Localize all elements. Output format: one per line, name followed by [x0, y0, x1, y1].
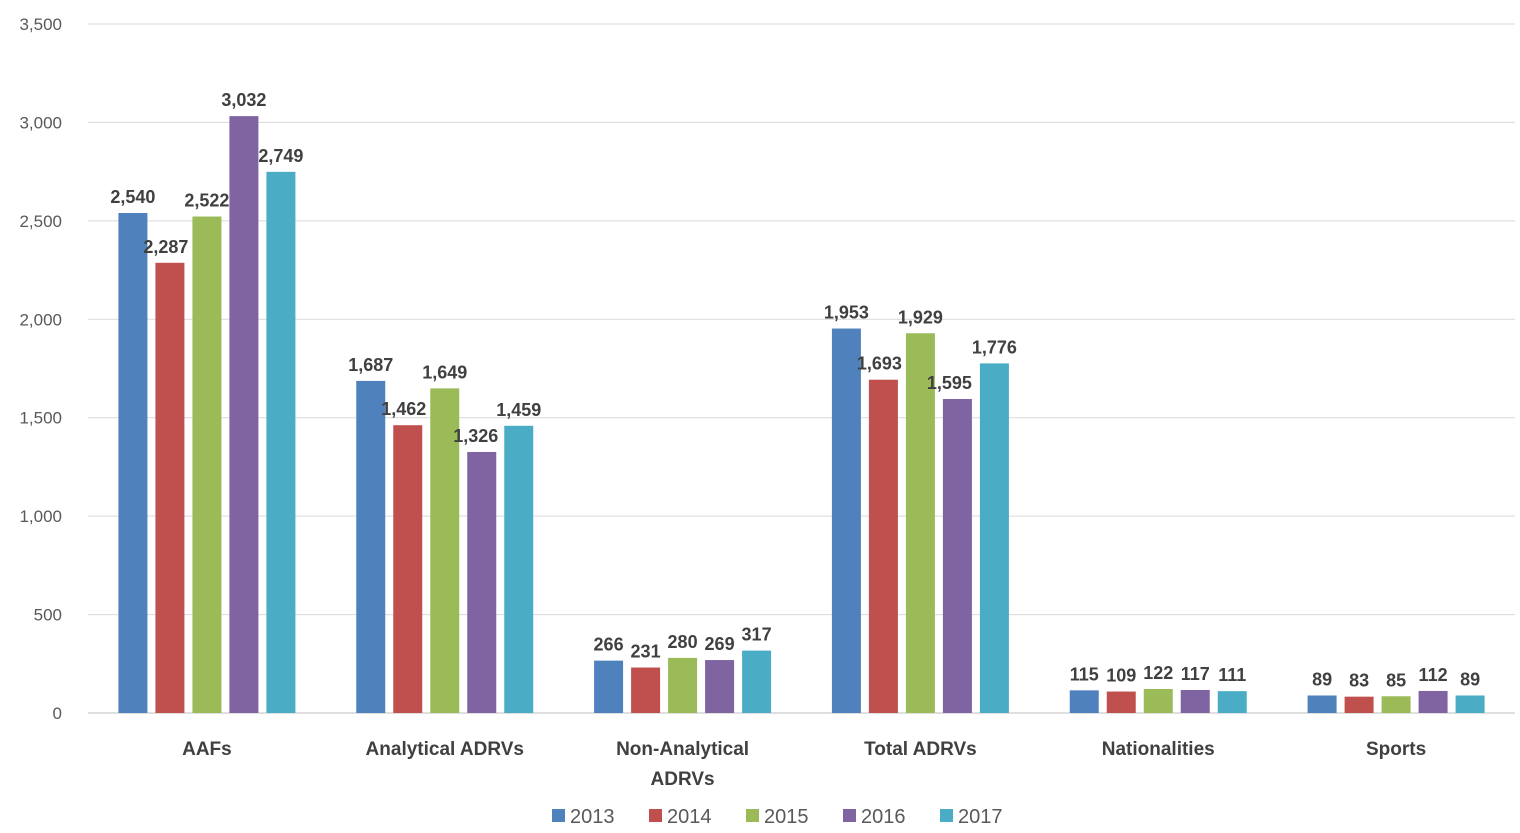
data-label: 317 [742, 625, 772, 645]
data-label: 3,032 [221, 90, 266, 110]
legend-swatch [649, 809, 662, 822]
y-axis: 0 500 1,000 1,500 2,000 2,500 3,000 3,500 [19, 15, 62, 723]
bar [1143, 688, 1173, 713]
data-label: 1,462 [381, 399, 426, 419]
bar [1418, 690, 1448, 713]
bar [942, 399, 972, 713]
legend: 2013 2014 2015 2016 2017 [552, 806, 1003, 828]
data-label: 89 [1460, 669, 1480, 689]
legend-swatch [940, 809, 953, 822]
data-label: 269 [705, 634, 735, 654]
bar [467, 451, 497, 713]
bar [1180, 689, 1210, 713]
legend-label: 2014 [667, 806, 712, 828]
data-label: 1,687 [348, 355, 393, 375]
y-tick-label: 1,500 [19, 409, 62, 428]
y-tick-label: 2,500 [19, 212, 62, 231]
data-label: 1,693 [857, 354, 902, 374]
bar [192, 216, 222, 713]
x-axis: AAFs Analytical ADRVs Non-Analytical ADRVs T… [182, 739, 1426, 790]
data-label: 1,776 [972, 337, 1017, 357]
legend-label: 2015 [764, 806, 809, 828]
bar [1106, 691, 1136, 713]
bar [668, 657, 698, 713]
bar [631, 667, 661, 713]
data-label: 231 [631, 642, 661, 662]
data-label: 122 [1143, 663, 1173, 683]
data-label: 266 [594, 635, 624, 655]
bar [831, 328, 861, 713]
data-label: 115 [1070, 664, 1099, 684]
data-label: 112 [1419, 665, 1448, 685]
bars [118, 116, 1485, 714]
bar [979, 363, 1009, 713]
data-label: 85 [1386, 670, 1406, 690]
category-label: ADRVs [651, 769, 715, 790]
data-label: 89 [1312, 669, 1332, 689]
bar [1455, 695, 1485, 713]
legend-swatch [843, 809, 856, 822]
bar [266, 171, 296, 713]
y-tick-label: 3,000 [19, 113, 62, 132]
bar [356, 380, 386, 713]
data-label: 1,326 [453, 426, 498, 446]
bar [1307, 695, 1337, 713]
data-label: 109 [1106, 666, 1136, 686]
category-label: AAFs [182, 739, 232, 760]
y-tick-label: 1,000 [19, 507, 62, 526]
bar [393, 425, 423, 713]
category-label: Total ADRVs [864, 739, 977, 760]
data-label: 117 [1181, 664, 1210, 684]
data-label: 2,522 [184, 191, 229, 211]
bar [905, 333, 935, 713]
y-tick-label: 2,000 [19, 310, 62, 329]
data-label: 111 [1218, 665, 1246, 685]
data-label: 1,929 [898, 307, 943, 327]
bar [868, 379, 898, 713]
bar [504, 425, 534, 713]
category-label: Non-Analytical [616, 739, 749, 760]
bar [1217, 691, 1247, 713]
bar [1344, 696, 1374, 713]
data-label: 2,540 [110, 187, 155, 207]
bar [430, 388, 460, 713]
legend-label: 2016 [861, 806, 906, 828]
category-label: Analytical ADRVs [366, 739, 524, 760]
data-label: 280 [668, 632, 698, 652]
bar [229, 116, 259, 713]
data-label: 83 [1349, 671, 1369, 691]
category-label: Nationalities [1102, 739, 1215, 760]
bar [594, 660, 624, 713]
data-label: 2,287 [143, 237, 188, 257]
data-labels: 2,540 2,287 2,522 3,032 2,749 1,687 1,462 1,649… [110, 90, 1480, 691]
data-label: 1,595 [927, 373, 972, 393]
data-label: 1,649 [422, 362, 467, 382]
category-label: Sports [1366, 739, 1426, 760]
data-label: 1,953 [824, 303, 869, 323]
data-label: 2,749 [258, 146, 303, 166]
y-tick-label: 500 [34, 606, 62, 625]
y-tick-label: 0 [53, 704, 62, 723]
bar [742, 650, 772, 713]
legend-label: 2013 [570, 806, 615, 828]
bar [118, 212, 148, 714]
legend-swatch [552, 809, 565, 822]
bar [1069, 690, 1099, 713]
gridlines [88, 23, 1515, 714]
bar [705, 660, 735, 713]
legend-label: 2017 [958, 806, 1003, 828]
legend-swatch [746, 809, 759, 822]
data-label: 1,459 [496, 400, 541, 420]
bar [1381, 696, 1411, 713]
y-tick-label: 3,500 [19, 15, 62, 34]
bar [155, 262, 185, 713]
